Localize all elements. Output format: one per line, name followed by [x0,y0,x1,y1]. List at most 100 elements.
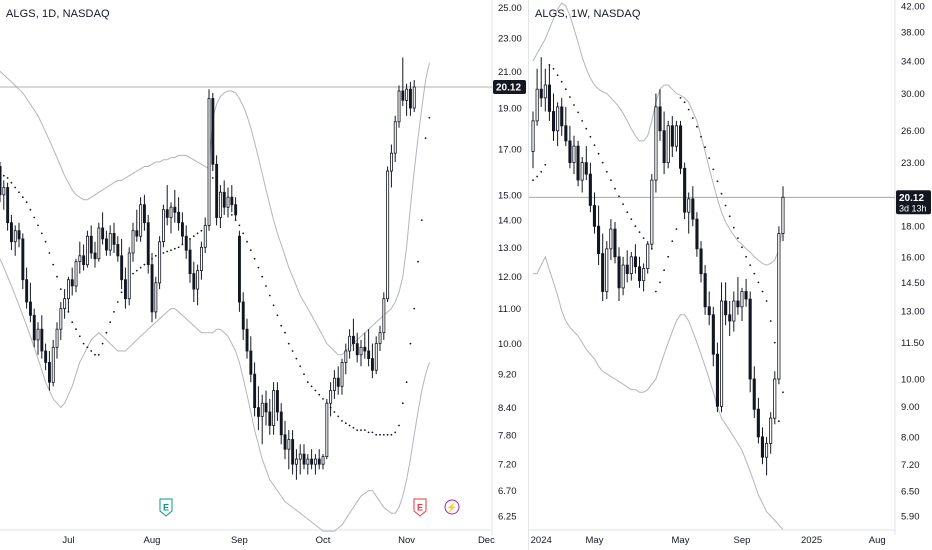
candle-body [139,204,143,237]
sar-dot [700,135,702,138]
candle-body [654,106,658,181]
sar-dot [82,342,85,345]
candle [695,212,699,257]
sar-dot [139,266,142,269]
candle-body [291,439,295,465]
candle [344,343,348,375]
candle-body [773,378,777,419]
event-label: E [163,503,169,513]
candle [13,225,17,256]
candle [218,185,222,228]
candle-body [36,328,40,341]
candle-body [650,179,654,245]
weekly-chart-pane[interactable]: 42.00 38.00 34.00 30.00 26.00 23.00 18.00 16.00… [528,0,932,550]
sar-dot [295,357,298,360]
candle [588,162,592,213]
candle-body [230,196,234,206]
candle [378,325,382,351]
candle-body [180,222,184,237]
candle [769,412,773,454]
sar-dot [683,101,686,104]
event-badge [413,498,427,517]
candle [9,214,13,251]
candle-body [412,86,416,109]
sar-dot [428,116,431,119]
candle [161,204,165,248]
candle-body [237,235,241,303]
sar-dot [401,402,404,405]
sar-dot [398,424,400,427]
candle-body [211,98,215,165]
candle [36,322,40,355]
candle-body [241,301,245,330]
candle [748,291,752,393]
candle-body [370,358,374,371]
candle-body [678,125,683,169]
candle-body [572,145,576,163]
y-tick-label: 13.00 [498,243,522,254]
candle-body [401,90,405,101]
weekly-chart-canvas[interactable]: 42.00 38.00 34.00 30.00 26.00 23.00 18.00 16.00… [529,0,932,550]
candle-body [674,125,679,147]
candle-body [146,222,150,265]
candle-body [535,88,539,122]
y-tick-label: 19.00 [498,104,522,115]
sar-dot [238,224,241,227]
candle-body [256,407,260,417]
candle-body [28,301,32,316]
candle [760,427,765,465]
candle [86,230,89,268]
candle-body [306,458,310,465]
candle-body [169,206,173,218]
event-badge [444,499,460,515]
candle-body [78,255,82,263]
candle [135,209,139,242]
sar-dot [143,263,146,266]
candle [543,68,547,112]
candle [207,89,211,231]
sar-dot [630,218,633,221]
candle-body [317,458,321,465]
x-tick-label: May [586,535,604,546]
candle [6,182,10,231]
sar-dot [25,201,28,204]
last-price-tag [896,190,931,215]
sar-dot [761,290,764,293]
sar-dot [573,104,575,106]
candle [63,289,67,319]
sar-dot [257,266,260,269]
candle [535,68,539,126]
sar-dot [696,125,698,128]
candle-body [340,361,344,387]
candle [222,180,226,215]
candle-body [97,227,101,260]
candle-body [6,187,10,224]
candle [674,120,679,152]
candle [120,238,124,290]
y-tick-label: 8.40 [498,403,517,414]
candle-body [158,241,162,284]
sar-dot [544,163,547,166]
daily-chart-pane[interactable]: 25.00 23.00 21.00 19.00 17.00 15.00 14.00 13.00… [0,0,528,550]
sar-dot [614,187,616,190]
candle-body [154,282,158,313]
candle-body [405,88,409,101]
candle [370,343,374,379]
x-tick-label: Sep [231,535,248,546]
candle-body [67,279,70,300]
candle [264,390,268,426]
daily-chart-canvas[interactable]: 25.00 23.00 21.00 19.00 17.00 15.00 14.00 13.00… [0,0,528,550]
candle [764,436,769,476]
candle-body [9,222,13,243]
sar-dot [211,177,214,179]
bar-countdown: 3d 13h [899,203,927,213]
sar-dot [242,232,245,235]
candle-body [17,230,21,240]
sar-dot [560,80,563,83]
sar-dot [37,224,39,227]
sar-dot [634,225,637,228]
candle-body [268,411,272,426]
candle [25,267,29,309]
candle [621,256,625,296]
candle [401,57,405,107]
